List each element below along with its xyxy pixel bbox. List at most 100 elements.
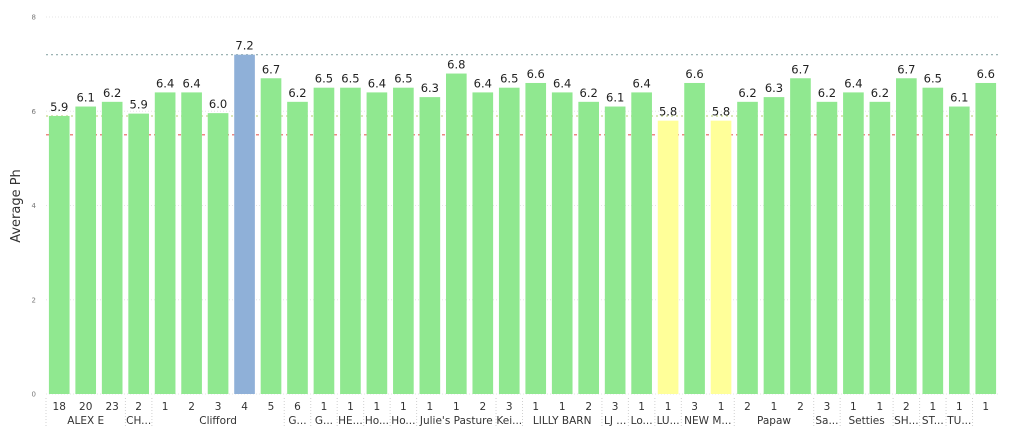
bar[interactable] (419, 97, 441, 395)
x-tick-label: 1 (771, 401, 778, 413)
data-label: 5.9 (50, 100, 68, 114)
group-label: Ho... (365, 415, 389, 427)
bar[interactable] (551, 92, 573, 395)
data-label: 6.4 (553, 76, 571, 90)
data-label: 6.5 (341, 72, 359, 86)
x-tick-label: 1 (374, 401, 381, 413)
bar[interactable] (393, 87, 414, 394)
data-label: 6.7 (897, 62, 915, 76)
bar[interactable] (340, 87, 361, 394)
bar[interactable] (128, 113, 149, 394)
data-label: 6.3 (421, 81, 439, 95)
x-tick-label: 3 (506, 401, 513, 413)
bar[interactable] (790, 78, 811, 394)
bar[interactable] (525, 82, 547, 394)
data-label: 5.8 (659, 105, 677, 119)
data-label: 6.6 (977, 67, 995, 81)
x-tick-label: 1 (321, 401, 328, 413)
data-labels: 5.9 6.1 6.2 5.9 6.4 6.4 6.0 7.2 6.7 6.2 6.5 6.5 6.4 6… (50, 39, 995, 119)
group-label: ST... (922, 415, 944, 427)
x-tick-label: 1 (532, 401, 539, 413)
group-label: ALEX E (67, 415, 104, 427)
bar[interactable] (48, 115, 70, 395)
bar[interactable] (737, 101, 758, 394)
bar[interactable] (234, 54, 255, 394)
data-label: 6.8 (447, 58, 465, 72)
bar[interactable] (896, 78, 917, 394)
bar[interactable] (578, 101, 600, 394)
bar[interactable] (710, 120, 732, 395)
reference-lines (46, 54, 999, 136)
group-label: Kei... (496, 415, 522, 427)
bar[interactable] (869, 101, 891, 394)
bar[interactable] (816, 101, 838, 394)
bar[interactable] (498, 87, 520, 394)
data-label: 5.8 (712, 105, 730, 119)
bar[interactable] (763, 97, 785, 395)
bar[interactable] (631, 92, 652, 395)
data-label: 6.4 (182, 76, 200, 90)
bar[interactable] (922, 87, 944, 394)
x-tick-label: 1 (453, 401, 460, 413)
x-tick-label: 2 (585, 401, 592, 413)
x-tick-label: 2 (188, 401, 195, 413)
data-label: 6.3 (765, 81, 783, 95)
x-tick-label: 1 (400, 401, 407, 413)
data-label: 6.4 (368, 76, 386, 90)
bar[interactable] (604, 106, 626, 394)
bars[interactable] (48, 54, 997, 395)
y-tick-label: 2 (32, 296, 36, 304)
bar[interactable] (366, 92, 388, 395)
bar[interactable] (154, 92, 176, 395)
group-label: G... (288, 415, 306, 427)
bar[interactable] (313, 87, 335, 394)
x-tick-label: 2 (479, 401, 486, 413)
bar[interactable] (843, 92, 864, 395)
x-tick-label: 2 (903, 401, 910, 413)
data-label: 6.5 (315, 72, 333, 86)
group-label: Ho... (391, 415, 415, 427)
data-label: 6.2 (580, 86, 598, 100)
bar[interactable] (948, 106, 970, 394)
bar[interactable] (101, 101, 123, 394)
group-label: HE... (338, 415, 363, 427)
x-tick-label: 3 (215, 401, 222, 413)
x-tick-label: 1 (665, 401, 672, 413)
group-label: CH... (126, 415, 151, 427)
bar[interactable] (975, 82, 997, 394)
bar[interactable] (75, 106, 97, 394)
x-tick-label: 1 (877, 401, 884, 413)
data-label: 6.7 (262, 62, 280, 76)
bar[interactable] (181, 92, 202, 395)
group-label: LU... (657, 415, 680, 427)
group-label: TU... (946, 415, 971, 427)
y-axis-ticks: 0 2 4 6 8 (32, 14, 37, 399)
data-label: 7.2 (235, 39, 253, 53)
data-label: 6.2 (871, 86, 889, 100)
group-label: Clifford (199, 415, 237, 427)
group-label: SH... (894, 415, 918, 427)
y-tick-label: 4 (32, 202, 37, 210)
bar[interactable] (684, 82, 705, 394)
y-tick-label: 6 (32, 108, 37, 116)
data-label: 6.2 (738, 86, 756, 100)
x-tick-label: 3 (612, 401, 619, 413)
bar[interactable] (445, 73, 467, 395)
bar[interactable] (657, 120, 679, 395)
x-tick-label: 1 (718, 401, 725, 413)
x-tick-label: 1 (982, 401, 989, 413)
data-label: 6.5 (394, 72, 412, 86)
x-tick-label: 2 (744, 401, 751, 413)
bar[interactable] (472, 92, 494, 395)
data-label: 6.5 (924, 72, 942, 86)
x-tick-label: 1 (638, 401, 645, 413)
data-label: 6.2 (288, 86, 306, 100)
bar[interactable] (287, 101, 308, 394)
data-label: 6.6 (527, 67, 545, 81)
x-tick-label: 4 (241, 401, 248, 413)
bar[interactable] (207, 113, 229, 394)
bar[interactable] (260, 78, 282, 394)
x-tick-label: 1 (559, 401, 566, 413)
x-tick-label: 1 (427, 401, 434, 413)
